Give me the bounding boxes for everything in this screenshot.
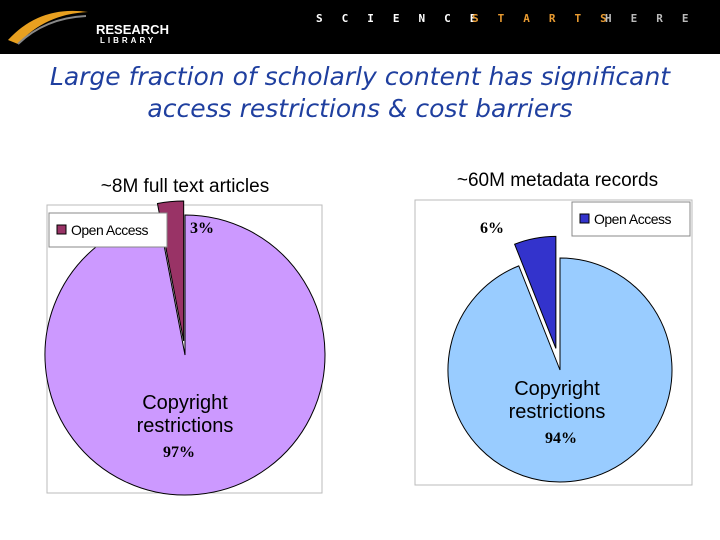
logo-swoosh (8, 10, 88, 45)
chart-title: ~60M metadata records (456, 170, 659, 191)
logo-text: RESEARCH (96, 22, 169, 37)
legend-swatch (579, 213, 590, 224)
slogan-word: SCIENCE (316, 12, 496, 25)
chart-title: ~8M full text articles (100, 176, 270, 197)
pie-slice (44, 214, 326, 496)
slide-title: access restrictions & cost barriers (147, 94, 573, 123)
banner: RESEARCH LIBRARY SCIENCE STARTS HERE (0, 0, 720, 54)
slogan-word: STARTS (472, 12, 626, 25)
pie-slice (447, 257, 673, 483)
legend-label: Open Access (71, 222, 148, 238)
data-label: 3% (190, 220, 214, 237)
slide-title: Large fraction of scholarly content has … (49, 62, 671, 91)
slice-label: Copyright restrictions (136, 392, 234, 437)
data-label: 94% (545, 430, 577, 447)
data-label: 6% (480, 220, 504, 237)
legend-box (48, 212, 168, 248)
legend-swatch (56, 224, 67, 235)
legend-label: Open Access (594, 211, 671, 227)
pie-slice (513, 235, 557, 349)
data-label: 97% (163, 444, 195, 461)
logo-subtext: LIBRARY (100, 36, 157, 45)
slice-label: Copyright restrictions (508, 378, 606, 423)
legend-box (571, 201, 691, 237)
slogan-word: HERE (605, 12, 708, 25)
